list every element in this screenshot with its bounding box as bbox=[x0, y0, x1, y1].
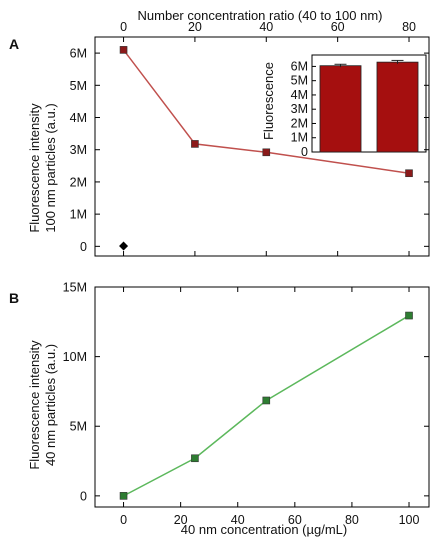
panel-b: B Fluorescence intensity 40 nm particles… bbox=[9, 281, 430, 537]
panel-a-data bbox=[119, 46, 413, 251]
panel-a-y-tick-label: 2M bbox=[70, 175, 87, 189]
panel-a-y-tick-label: 5M bbox=[70, 79, 87, 93]
panel-b-data-point bbox=[191, 454, 199, 463]
panel-a-top-tick-label: 40 bbox=[259, 20, 273, 34]
inset-y-axis-title: Fluorescence bbox=[261, 62, 276, 140]
panel-a-y-tick-label: 3M bbox=[70, 143, 87, 157]
inset-bar bbox=[319, 65, 362, 153]
inset-y-tick-label: 6M bbox=[291, 59, 308, 73]
panel-b-y-axis-title-line1: Fluorescence intensity bbox=[27, 340, 42, 470]
panel-b-x-tick-label: 60 bbox=[288, 513, 302, 527]
panel-a-data-point bbox=[119, 46, 128, 54]
panel-b-data-point bbox=[119, 492, 128, 500]
inset-y-tick-label: 3M bbox=[291, 102, 308, 116]
panel-b-y-tick-label: 15M bbox=[63, 281, 87, 295]
inset-bars bbox=[319, 59, 419, 153]
panel-a-y-axis-title-line1: Fluorescence intensity bbox=[27, 103, 42, 233]
panel-a-y-tick-label: 1M bbox=[70, 208, 87, 222]
panel-b-y-axis-title-line2: 40 nm particles (a.u.) bbox=[43, 344, 58, 466]
panel-a-top-tick-label: 20 bbox=[188, 20, 202, 34]
panel-a-top-x-axis-title: Number concentration ratio (40 to 100 nm… bbox=[138, 8, 383, 23]
inset-y-tick-label: 0 bbox=[301, 145, 308, 159]
panel-a-plot-frame bbox=[94, 36, 430, 257]
inset-y-tick-label: 2M bbox=[291, 116, 308, 130]
panel-b-y-tick-label: 0 bbox=[80, 489, 87, 503]
panel-a-letter: A bbox=[9, 36, 19, 52]
panel-b-data-point bbox=[262, 396, 271, 405]
panel-b-x-tick-label: 20 bbox=[174, 513, 188, 527]
panel-b-x-tick-label: 0 bbox=[120, 513, 127, 527]
panel-b-y-ticks: 0 5M 10M 15M bbox=[63, 281, 429, 503]
panel-b-x-tick-label: 40 bbox=[231, 513, 245, 527]
panel-a: A Number concentration ratio (40 to 100 … bbox=[9, 8, 430, 257]
inset-y-tick-label: 1M bbox=[291, 131, 308, 145]
panel-b-x-ticks: 0 20 40 60 80 100 bbox=[120, 287, 419, 527]
panel-a-y-tick-label: 4M bbox=[70, 111, 87, 125]
panel-b-series-line bbox=[123, 314, 410, 497]
panel-b-y-tick-label: 5M bbox=[70, 420, 87, 434]
inset-plot-frame bbox=[311, 54, 427, 153]
panel-a-series-line bbox=[122, 49, 410, 174]
panel-a-y-tick-label: 6M bbox=[70, 47, 87, 61]
panel-a-data-point bbox=[262, 148, 271, 157]
panel-b-y-tick-label: 10M bbox=[63, 350, 87, 364]
panel-a-y-axis-title-line2: 100 nm particles (a.u.) bbox=[43, 103, 58, 232]
inset-bar bbox=[376, 61, 419, 153]
inset-y-tick-label: 4M bbox=[291, 88, 308, 102]
panel-a-top-ticks: 0 20 40 60 80 bbox=[120, 20, 416, 256]
panel-b-x-axis-title: 40 nm concentration (µg/mL) bbox=[181, 522, 347, 537]
panel-b-x-tick-label: 100 bbox=[399, 513, 420, 527]
panel-a-top-tick-label: 0 bbox=[120, 20, 127, 34]
panel-b-data-point bbox=[405, 311, 413, 320]
panel-a-data-point bbox=[405, 169, 413, 178]
panel-a-top-tick-label: 80 bbox=[402, 20, 416, 34]
panel-a-control-point bbox=[119, 241, 129, 251]
panel-a-data-point bbox=[191, 140, 199, 148]
inset-y-tick-label: 5M bbox=[291, 74, 308, 88]
panel-a-top-tick-label: 60 bbox=[331, 20, 345, 34]
panel-b-data bbox=[119, 311, 413, 500]
panel-b-x-tick-label: 80 bbox=[345, 513, 359, 527]
panel-a-y-tick-label: 0 bbox=[80, 240, 87, 254]
panel-b-plot-frame bbox=[94, 286, 430, 508]
panel-b-letter: B bbox=[9, 290, 19, 306]
